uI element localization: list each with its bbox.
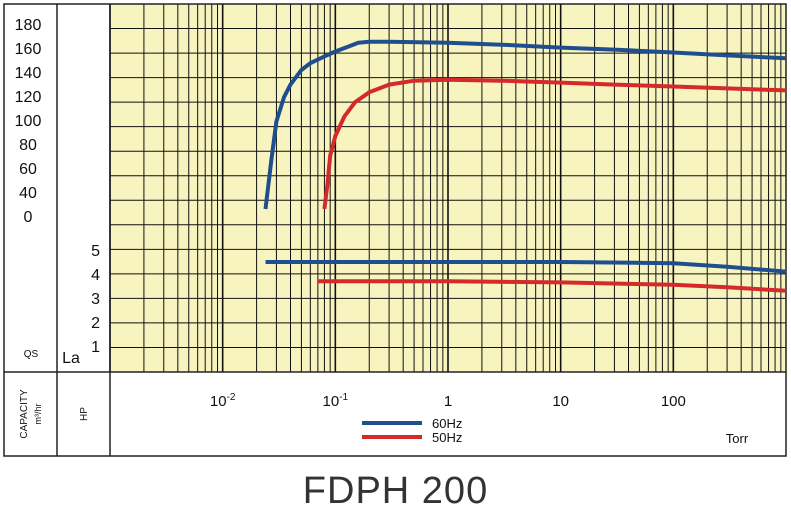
series-line-60hz-capacity	[263, 39, 787, 210]
capacity-tick-label: 140	[15, 65, 42, 82]
capacity-tick-label: 120	[15, 89, 42, 106]
x-tick-label: 100	[661, 393, 686, 410]
hp-tick-label: 2	[91, 315, 100, 332]
x-tick-label: 10-2	[210, 392, 236, 410]
series-line-50hz-hp	[317, 279, 787, 293]
hp-tick-label: 5	[91, 243, 100, 260]
hp-tick-label: 3	[91, 291, 100, 308]
legend-label-50hz: 50Hz	[432, 430, 462, 445]
series-line-50hz-capacity	[322, 77, 787, 210]
x-tick-label: 10	[552, 393, 569, 410]
chart-frame	[3, 3, 787, 457]
x-tick-label: 1	[444, 393, 452, 410]
capacity-axis-label: CAPACITY	[19, 389, 30, 439]
capacity-tick-label: 40	[19, 185, 37, 202]
capacity-unit-label: m³/hr	[33, 404, 43, 425]
capacity-tick-label: 80	[19, 137, 37, 154]
capacity-tick-label: 180	[15, 17, 42, 34]
x-tick-label: 10-1	[323, 392, 349, 410]
hp-tick-label: 4	[91, 267, 100, 284]
capacity-tick-label: 60	[19, 161, 37, 178]
legend-label-60hz: 60Hz	[432, 416, 462, 431]
x-unit-label: Torr	[726, 431, 749, 446]
series-line-60hz-hp	[265, 260, 787, 274]
hp-tick-label: 1	[91, 339, 100, 356]
chart-title: FDPH 200	[302, 470, 489, 512]
hp-axis-label: HP	[79, 407, 90, 421]
capacity-tick-label: 0	[24, 209, 33, 226]
capacity-tick-label: 160	[15, 41, 42, 58]
hp-corner-label: La	[62, 350, 80, 367]
capacity-corner-label: QS	[24, 349, 39, 360]
capacity-tick-label: 100	[15, 113, 42, 130]
